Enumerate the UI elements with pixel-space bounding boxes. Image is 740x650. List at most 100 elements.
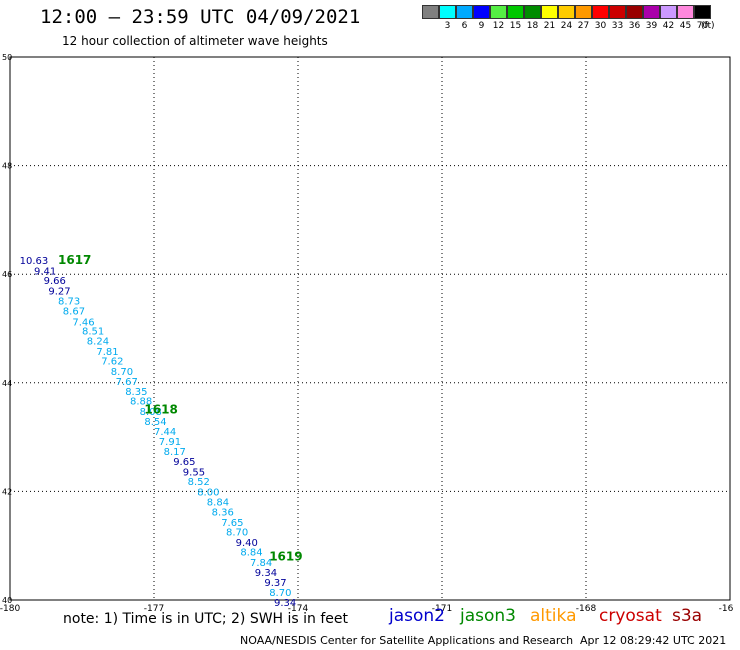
wave-height-point: 7.81 (96, 347, 118, 358)
wave-height-point: 8.52 (188, 477, 210, 488)
legend-swatch (643, 5, 660, 19)
legend-label: 30 (594, 21, 607, 31)
wave-height-point: 8.35 (125, 387, 147, 398)
legend-label: 9 (478, 21, 485, 31)
wave-height-point: 9.66 (44, 276, 66, 287)
x-tick-label: -171 (432, 604, 452, 614)
wave-height-point: 8.24 (87, 336, 109, 347)
y-tick-label: 48 (2, 162, 12, 171)
legend-swatch (592, 5, 609, 19)
wave-height-point: 8.36 (212, 507, 234, 518)
chart-subtitle: 12 hour collection of altimeter wave hei… (62, 34, 328, 48)
legend-swatch (541, 5, 558, 19)
wave-height-point: 8.67 (63, 307, 85, 318)
satellite-jason3: jason3 (460, 606, 516, 626)
x-tick-label: -16 (719, 604, 734, 614)
legend-swatch (575, 5, 592, 19)
satellite-altika: altika (530, 606, 577, 626)
wave-height-point: 10.63 (20, 256, 49, 267)
legend-swatches (422, 5, 711, 19)
wave-height-point: 7.62 (101, 357, 123, 368)
wave-height-point: 9.41 (34, 266, 56, 277)
wave-height-point: 7.84 (250, 558, 272, 569)
y-tick-label: 46 (2, 270, 12, 279)
legend-label: 27 (577, 21, 590, 31)
legend-label: 42 (662, 21, 675, 31)
wave-height-point: 9.40 (236, 538, 258, 549)
color-legend: (ft) 3 6 9 12 15 18 21 24 27 30 33 36 39 42 45 70 (422, 5, 715, 33)
y-tick-label: 42 (2, 487, 12, 496)
wave-height-point: 7.44 (154, 427, 176, 438)
legend-swatch (439, 5, 456, 19)
legend-swatch (626, 5, 643, 19)
legend-label: 18 (526, 21, 539, 31)
legend-swatch (422, 5, 439, 19)
wave-height-point: 8.08 (140, 407, 162, 418)
footer-credit: NOAA/NESDIS Center for Satellite Applica… (240, 634, 574, 647)
wave-height-point: 9.34 (255, 568, 277, 579)
legend-label: 36 (628, 21, 641, 31)
pass-number-label: 1618 (144, 402, 177, 416)
satellite-s3a: s3a (672, 606, 703, 626)
plot-frame (9, 56, 731, 601)
wave-height-point: 9.65 (173, 457, 195, 468)
wave-height-point: 8.70 (226, 528, 248, 539)
y-tick-label: 44 (2, 379, 12, 388)
wave-height-point: 8.51 (82, 327, 104, 338)
x-tick-label: -180 (0, 604, 20, 614)
legend-label: 15 (509, 21, 522, 31)
wave-height-point: 9.34 (274, 598, 296, 609)
pass-number-label: 1619 (269, 549, 302, 563)
satellite-jason2: jason2 (389, 606, 445, 626)
satellite-cryosat: cryosat (599, 606, 662, 626)
wave-height-point: 8.17 (164, 447, 186, 458)
wave-height-point: 9.37 (264, 578, 286, 589)
legend-swatch (524, 5, 541, 19)
x-tick-label: -174 (288, 604, 309, 614)
legend-label: 3 (444, 21, 451, 31)
y-tick-label: 40 (2, 596, 12, 605)
wave-height-point: 8.70 (269, 588, 291, 599)
legend-label: 12 (492, 21, 505, 31)
wave-height-point: 8.84 (207, 498, 229, 509)
legend-label: 6 (461, 21, 468, 31)
x-tick-label: -168 (576, 604, 597, 614)
wave-height-point: 8.84 (240, 548, 262, 559)
wave-height-point: 8.88 (130, 397, 152, 408)
wave-height-point: 8.70 (111, 367, 133, 378)
wave-height-point: 9.55 (183, 467, 205, 478)
legend-swatch (507, 5, 524, 19)
legend-swatch (694, 5, 711, 19)
wave-height-point: 8.00 (197, 487, 219, 498)
footer-timestamp: Apr 12 08:29:42 UTC 2021 (580, 634, 727, 647)
legend-swatch (558, 5, 575, 19)
pass-number-label: 1617 (58, 253, 91, 267)
legend-label: 33 (611, 21, 624, 31)
x-tick-label: -177 (144, 604, 164, 614)
legend-label: 39 (645, 21, 658, 31)
wave-height-point: 7.67 (116, 377, 138, 388)
legend-swatch (490, 5, 507, 19)
chart-title: 12:00 – 23:59 UTC 04/09/2021 (40, 6, 361, 28)
legend-label: 21 (543, 21, 556, 31)
legend-swatch (660, 5, 677, 19)
y-tick-label: 50 (2, 53, 12, 62)
wave-height-point: 7.65 (221, 518, 243, 529)
legend-labels: (ft) 3 6 9 12 15 18 21 24 27 30 33 36 39 42 45 70 (422, 19, 715, 33)
legend-swatch (677, 5, 694, 19)
wave-height-point: 8.54 (144, 417, 166, 428)
legend-unit: (ft) (701, 21, 715, 31)
legend-swatch (456, 5, 473, 19)
wave-height-point: 8.73 (58, 296, 80, 307)
wave-height-point: 7.46 (72, 317, 94, 328)
legend-label: 70 (696, 21, 709, 31)
wave-height-point: 9.27 (48, 286, 70, 297)
wave-height-point: 7.91 (159, 437, 181, 448)
legend-label: 24 (560, 21, 573, 31)
legend-label: 45 (679, 21, 692, 31)
note-text: note: 1) Time is in UTC; 2) SWH is in fe… (63, 611, 349, 627)
legend-swatch (473, 5, 490, 19)
legend-swatch (609, 5, 626, 19)
